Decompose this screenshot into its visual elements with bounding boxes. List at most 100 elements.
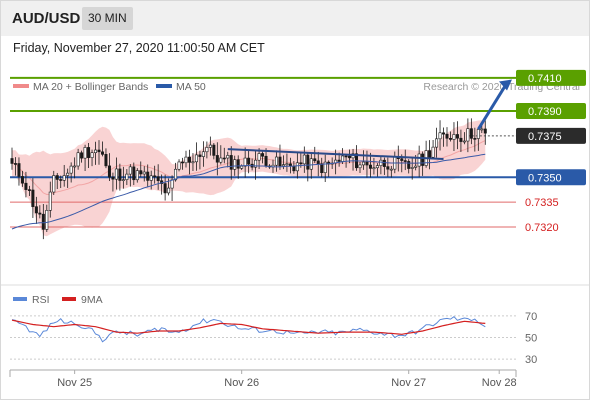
candle-body (38, 212, 42, 215)
candle-body (135, 170, 139, 181)
candle-body (69, 165, 73, 174)
candle-body (55, 175, 59, 180)
key-levels (10, 76, 516, 228)
candle-body (476, 129, 480, 139)
candle-body (274, 156, 278, 166)
candle-body (431, 146, 435, 158)
candle-body (121, 179, 125, 181)
candle-body (83, 147, 87, 159)
candle-body (337, 159, 341, 162)
candle-body (455, 134, 459, 139)
candle-body (201, 151, 205, 157)
candle-body (222, 157, 226, 160)
candle-body (348, 155, 352, 159)
candle-body (118, 168, 122, 181)
candle-body (66, 172, 70, 176)
candle-body (194, 154, 198, 163)
candle-body (48, 191, 52, 211)
candle-body (309, 158, 313, 170)
candle-body (94, 149, 98, 153)
candle-body (264, 155, 268, 167)
candle-body (382, 159, 386, 167)
price-tag-bg (516, 127, 586, 144)
candle-body (452, 134, 456, 140)
candle-body (320, 163, 324, 173)
candle-body (205, 147, 209, 153)
candle-body (111, 176, 115, 180)
candle-body (45, 210, 49, 230)
candle-body (187, 156, 191, 163)
candles (10, 118, 487, 240)
rsi-ma-line (11, 319, 486, 335)
candle-body (365, 161, 369, 166)
candle-body (76, 152, 80, 167)
level-tag-bg (516, 69, 586, 86)
level-label: 0.7335 (525, 197, 559, 209)
level-label: 0.7320 (525, 222, 559, 234)
candle-body (59, 179, 63, 181)
candle-body (428, 150, 432, 158)
candle-body (27, 189, 31, 191)
candle-body (483, 128, 487, 134)
candle-body (10, 158, 14, 164)
candle-body (281, 164, 285, 167)
candle-body (459, 137, 463, 142)
timeframe-button[interactable]: 30 MIN (82, 7, 133, 30)
candle-body (313, 158, 317, 162)
candle-body (177, 161, 181, 170)
rsi-tick-label: 70 (525, 311, 537, 323)
candle-body (445, 133, 449, 139)
candle-body (20, 176, 24, 184)
candle-body (400, 158, 404, 161)
candle-body (341, 155, 345, 162)
candle-body (473, 138, 477, 140)
candle-body (52, 175, 56, 193)
x-tick-label: Nov 28 (482, 377, 517, 389)
candle-body (435, 138, 439, 148)
rsi-tick-label: 30 (525, 354, 537, 366)
candle-body (24, 182, 28, 190)
trendline (227, 148, 444, 161)
candle-body (229, 155, 233, 170)
candle-body (368, 164, 372, 169)
main-legend: MA 20 + Bollinger Bands MA 50 (13, 81, 206, 93)
x-tick-label: Nov 25 (57, 377, 92, 389)
candle-body (219, 157, 223, 163)
candle-body (174, 168, 178, 181)
level-label: 0.7390 (528, 106, 562, 118)
candle-body (414, 165, 418, 168)
candle-body (146, 171, 150, 181)
candle-body (41, 213, 45, 230)
candle-body (344, 155, 348, 158)
candle-body (292, 165, 296, 172)
legend-label: MA 20 + Bollinger Bands (33, 81, 148, 93)
candle-body (226, 155, 230, 159)
candle-body (323, 161, 327, 173)
header-bar: AUD/USD 30 MIN (0, 0, 590, 36)
price-tag: 0.7375 (528, 131, 562, 143)
rsi-legend-label: 9MA (81, 294, 103, 306)
candle-body (104, 154, 108, 167)
candle-body (142, 171, 146, 175)
candle-body (379, 159, 383, 166)
candle-body (107, 165, 111, 178)
candle-body (181, 161, 185, 164)
candle-body (261, 153, 265, 157)
candle-body (469, 128, 473, 139)
rsi-legend-label: RSI (32, 294, 50, 306)
candle-body (480, 128, 484, 131)
rsi-legend: RSI 9MA (13, 294, 103, 306)
candle-body (153, 175, 157, 178)
candle-body (87, 147, 91, 158)
candle-body (236, 159, 240, 169)
candle-body (438, 132, 442, 140)
level-tag-bg (516, 169, 586, 186)
candle-body (233, 159, 237, 170)
legend-label: MA 50 (176, 81, 206, 93)
candle-body (389, 168, 393, 171)
x-tick-label: Nov 27 (391, 377, 426, 389)
candle-body (191, 161, 195, 164)
candle-body (285, 163, 289, 166)
candle-body (410, 167, 414, 169)
